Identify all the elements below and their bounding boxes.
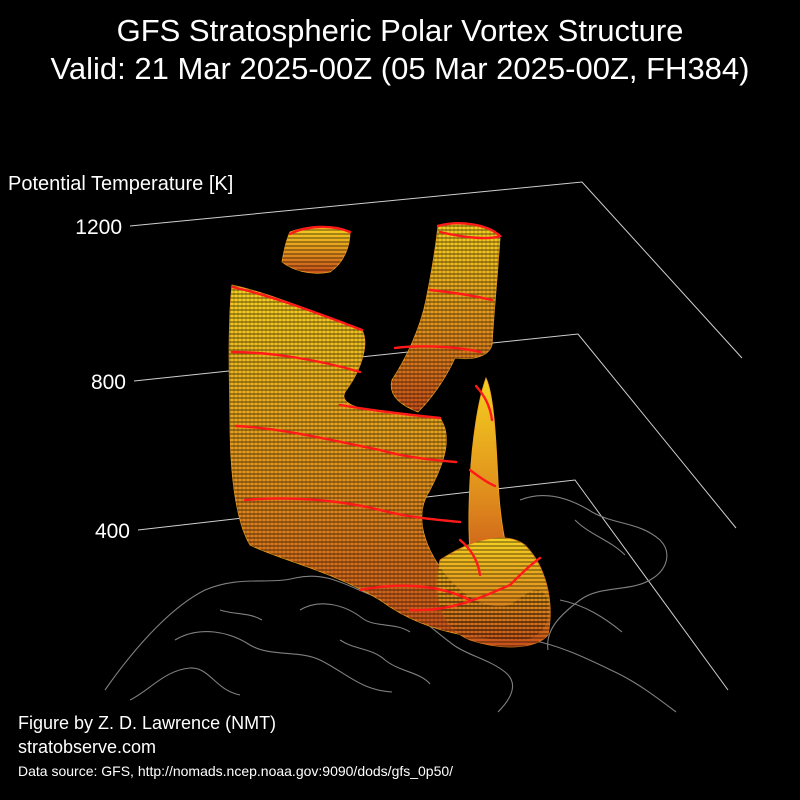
contour-9 bbox=[468, 468, 497, 488]
contour-1 bbox=[230, 285, 364, 332]
contour-12 bbox=[458, 538, 482, 577]
z-tick-800: 800 bbox=[90, 371, 126, 394]
contour-2 bbox=[428, 288, 494, 302]
highlight-contours bbox=[230, 222, 542, 612]
contour-11 bbox=[408, 556, 542, 612]
z-axis-label: Potential Temperature [K] bbox=[8, 173, 234, 195]
contour-5 bbox=[234, 424, 458, 464]
contour-top-left bbox=[288, 225, 352, 236]
grid-line-1200 bbox=[129, 181, 743, 359]
contour-7 bbox=[474, 384, 494, 422]
website-credit: stratobserve.com bbox=[18, 737, 157, 757]
data-source: Data source: GFS, http://nomads.ncep.noa… bbox=[18, 763, 454, 779]
contour-10 bbox=[358, 584, 472, 602]
title-line-2: Valid: 21 Mar 2025-00Z (05 Mar 2025-00Z,… bbox=[50, 51, 750, 86]
coastline-basemap bbox=[104, 495, 677, 713]
contour-8 bbox=[243, 497, 462, 524]
credits: Figure by Z. D. Lawrence (NMT) stratobse… bbox=[18, 711, 453, 779]
contour-6 bbox=[338, 403, 442, 420]
contour-4 bbox=[393, 345, 482, 354]
title-line-1: GFS Stratospheric Polar Vortex Structure bbox=[116, 13, 684, 48]
chart-title: GFS Stratospheric Polar Vortex Structure… bbox=[0, 12, 800, 88]
z-tick-1200: 1200 bbox=[75, 216, 122, 239]
z-tick-400: 400 bbox=[94, 520, 130, 543]
vortex-isosurface bbox=[228, 223, 551, 648]
author-credit: Figure by Z. D. Lawrence (NMT) bbox=[18, 713, 277, 733]
contour-3 bbox=[230, 350, 362, 374]
contour-top-right bbox=[436, 222, 503, 240]
